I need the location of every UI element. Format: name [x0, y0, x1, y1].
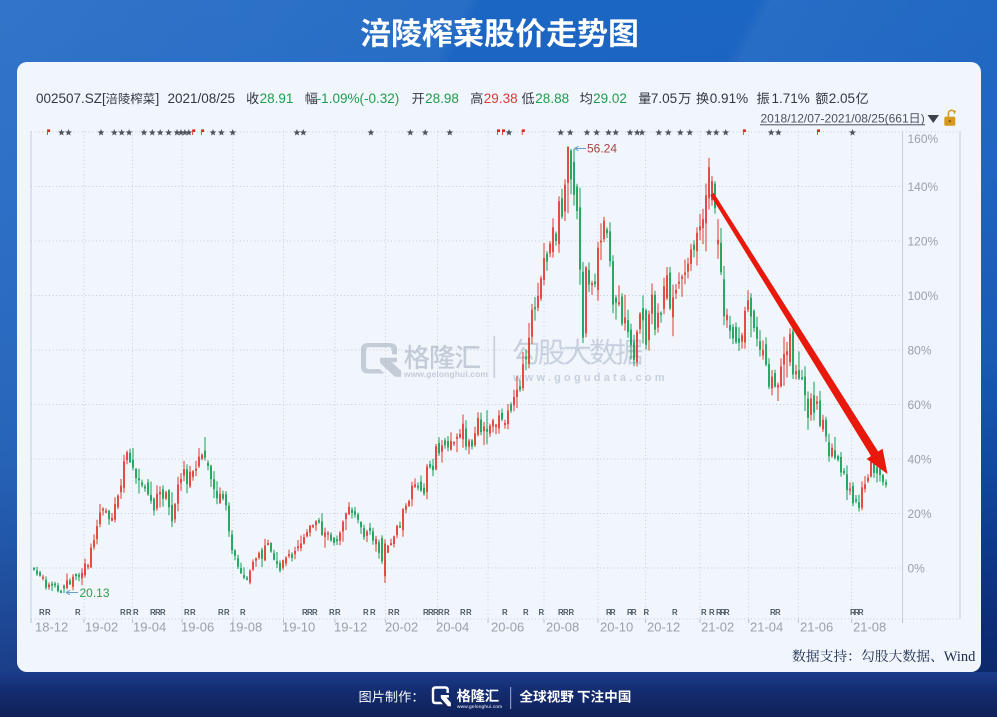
svg-text:21-06: 21-06	[800, 620, 833, 635]
svg-text:20-10: 20-10	[600, 620, 633, 635]
svg-text:R: R	[394, 608, 400, 617]
svg-text:R: R	[224, 608, 230, 617]
svg-text:R: R	[701, 608, 707, 617]
svg-text:29.02: 29.02	[593, 91, 627, 106]
svg-text:R: R	[716, 608, 722, 617]
svg-text:7.05: 7.05	[651, 91, 677, 106]
svg-text:R: R	[428, 608, 434, 617]
svg-text:R: R	[184, 608, 190, 617]
svg-text:60%: 60%	[908, 398, 932, 412]
svg-text:R: R	[329, 608, 335, 617]
svg-text:28.91: 28.91	[260, 91, 294, 106]
svg-text:R: R	[775, 608, 781, 617]
svg-text:R: R	[190, 608, 196, 617]
svg-text:20-06: 20-06	[491, 620, 524, 635]
svg-text:20-12: 20-12	[647, 620, 680, 635]
svg-text:R: R	[610, 608, 616, 617]
svg-text:R: R	[644, 608, 650, 617]
svg-text:R: R	[569, 608, 575, 617]
svg-text:R: R	[770, 608, 776, 617]
svg-text:002507.SZ[: 002507.SZ[	[36, 91, 106, 106]
svg-text:R: R	[370, 608, 376, 617]
svg-text:20-02: 20-02	[385, 620, 418, 635]
svg-text:18-12: 18-12	[35, 620, 68, 635]
svg-text:20-08: 20-08	[546, 620, 579, 635]
svg-text:0.91%: 0.91%	[710, 91, 748, 106]
svg-text:): )	[921, 112, 925, 126]
svg-text:R: R	[858, 608, 864, 617]
svg-text:19-02: 19-02	[85, 620, 118, 635]
svg-text:20.13: 20.13	[80, 586, 110, 600]
svg-text:R: R	[312, 608, 318, 617]
svg-text:19-08: 19-08	[229, 620, 262, 635]
svg-text:R: R	[120, 608, 126, 617]
svg-text:29.38: 29.38	[484, 91, 518, 106]
svg-text:R: R	[45, 608, 51, 617]
svg-text:R: R	[438, 608, 444, 617]
svg-text:R: R	[709, 608, 715, 617]
svg-text:R: R	[720, 608, 726, 617]
svg-text:R: R	[523, 608, 529, 617]
svg-text:21-04: 21-04	[750, 620, 783, 635]
svg-text:120%: 120%	[908, 234, 939, 248]
svg-text:R: R	[466, 608, 472, 617]
svg-text:R: R	[433, 608, 439, 617]
svg-text:2021/08/25: 2021/08/25	[168, 91, 236, 106]
svg-text:R: R	[631, 608, 637, 617]
svg-text:28.98: 28.98	[425, 91, 459, 106]
svg-text:0%: 0%	[908, 561, 926, 575]
svg-text:1.71%: 1.71%	[772, 91, 810, 106]
svg-text:40%: 40%	[908, 452, 932, 466]
svg-text:R: R	[39, 608, 45, 617]
svg-text:R: R	[539, 608, 545, 617]
svg-text:R: R	[724, 608, 730, 617]
svg-text:R: R	[218, 608, 224, 617]
svg-text:-1.09%(-0.32): -1.09%(-0.32)	[317, 91, 400, 106]
svg-text:www.gelonghui.com: www.gelonghui.com	[403, 369, 488, 379]
svg-text:www.gogudata.com: www.gogudata.com	[512, 372, 668, 384]
svg-text:19-06: 19-06	[181, 620, 214, 635]
svg-text:www.gelonghui.com: www.gelonghui.com	[457, 704, 502, 710]
svg-text:R: R	[460, 608, 466, 617]
svg-text:R: R	[155, 608, 161, 617]
svg-text:56.24: 56.24	[587, 142, 617, 156]
svg-text:19-04: 19-04	[133, 620, 166, 635]
svg-text:19-12: 19-12	[334, 620, 367, 635]
svg-text:R: R	[335, 608, 341, 617]
svg-text:2.05: 2.05	[829, 91, 855, 106]
svg-text:R: R	[160, 608, 166, 617]
svg-text:80%: 80%	[908, 343, 932, 357]
svg-text:R: R	[150, 608, 156, 617]
svg-text:R: R	[558, 608, 564, 617]
svg-text:R: R	[75, 608, 81, 617]
svg-text:R: R	[363, 608, 369, 617]
svg-text:R: R	[606, 608, 612, 617]
svg-text:R: R	[388, 608, 394, 617]
svg-text:Wind: Wind	[944, 649, 976, 665]
svg-text:R: R	[502, 608, 508, 617]
svg-text:20-04: 20-04	[436, 620, 469, 635]
svg-text:21-08: 21-08	[853, 620, 886, 635]
svg-text:19-10: 19-10	[282, 620, 315, 635]
svg-text:R: R	[423, 608, 429, 617]
svg-text:R: R	[302, 608, 308, 617]
svg-text:R: R	[672, 608, 678, 617]
svg-text:28.88: 28.88	[535, 91, 569, 106]
svg-text:R: R	[563, 608, 569, 617]
svg-text:R: R	[850, 608, 856, 617]
svg-text:2018/12/07-2021/08/25(661: 2018/12/07-2021/08/25(661	[761, 112, 909, 126]
svg-text:R: R	[627, 608, 633, 617]
svg-text:R: R	[307, 608, 313, 617]
svg-text:160%: 160%	[908, 132, 939, 146]
svg-text:20%: 20%	[908, 507, 932, 521]
svg-text:21-02: 21-02	[701, 620, 734, 635]
svg-text:]: ]	[156, 91, 160, 106]
svg-text:R: R	[133, 608, 139, 617]
svg-text:R: R	[126, 608, 132, 617]
svg-text:R: R	[444, 608, 450, 617]
svg-text:R: R	[854, 608, 860, 617]
svg-text:140%: 140%	[908, 180, 939, 194]
svg-text:100%: 100%	[908, 289, 939, 303]
svg-text:R: R	[240, 608, 246, 617]
